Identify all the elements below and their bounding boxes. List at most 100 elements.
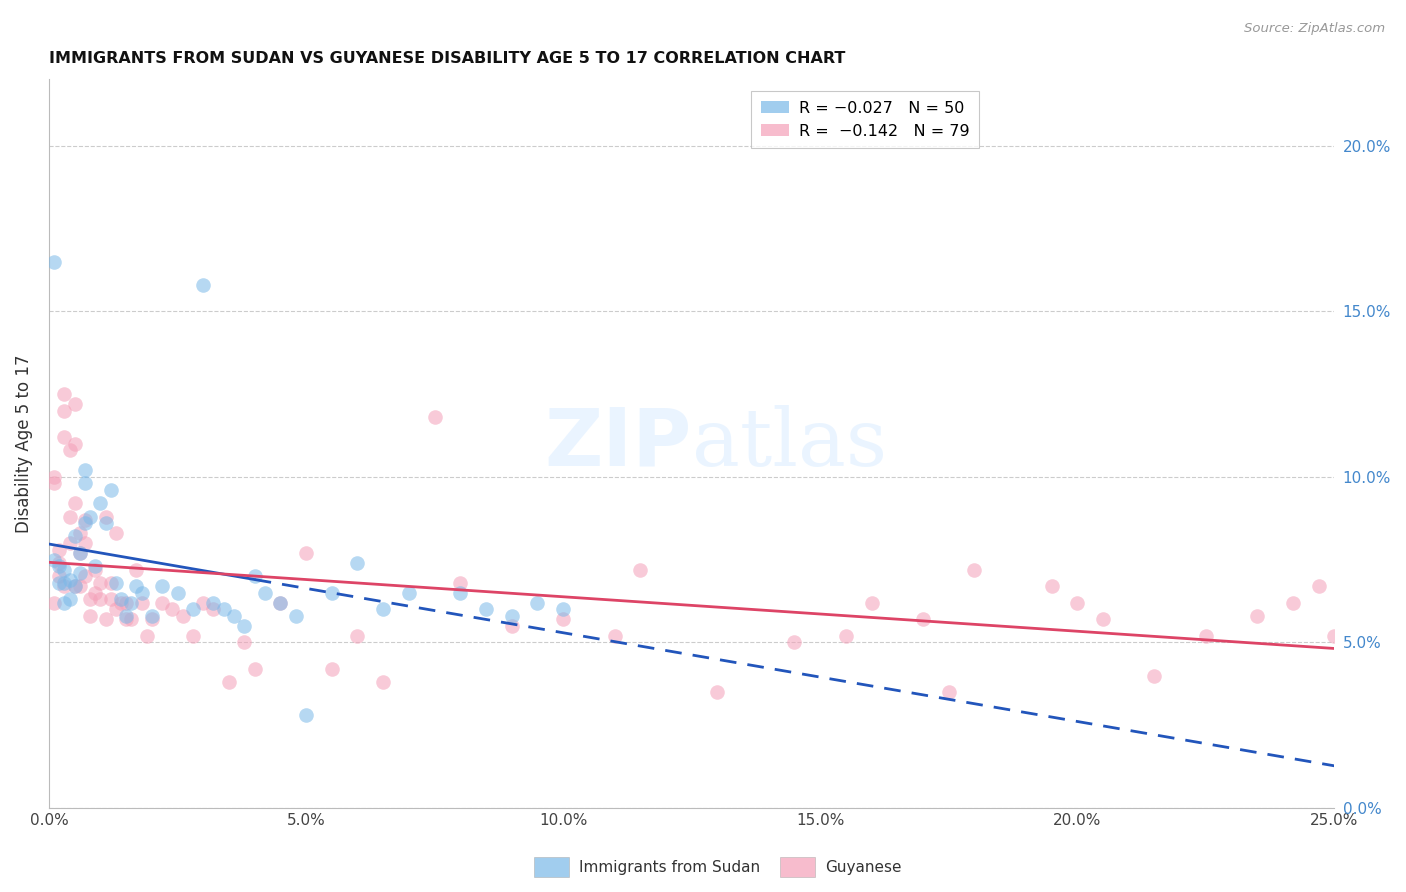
Point: [42, 596, 65, 610]
Point: [475, 602, 498, 616]
Point: [398, 586, 420, 600]
Point: [125, 579, 148, 593]
Legend: R = −0.027   N = 50, R =  −0.142   N = 79: R = −0.027 N = 50, R = −0.142 N = 79: [751, 91, 979, 148]
Text: Immigrants from Sudan: Immigrants from Sudan: [579, 860, 761, 874]
Point: [212, 602, 235, 616]
Point: [551, 612, 574, 626]
Point: [63, 496, 86, 510]
Point: [181, 602, 204, 616]
Point: [551, 602, 574, 616]
Point: [69, 566, 91, 580]
Point: [73, 513, 96, 527]
Point: [48, 556, 70, 570]
Point: [233, 635, 256, 649]
Point: [58, 592, 80, 607]
Point: [84, 563, 107, 577]
Point: [321, 662, 343, 676]
Point: [79, 592, 101, 607]
Point: [73, 536, 96, 550]
Point: [73, 463, 96, 477]
Point: [172, 609, 194, 624]
Point: [150, 596, 173, 610]
Point: [73, 569, 96, 583]
Text: atlas: atlas: [692, 405, 887, 483]
Point: [1066, 596, 1088, 610]
Point: [63, 397, 86, 411]
Point: [162, 602, 184, 616]
Point: [73, 476, 96, 491]
Point: [150, 579, 173, 593]
Point: [120, 612, 142, 626]
Point: [115, 596, 138, 610]
Point: [53, 563, 76, 577]
Point: [79, 509, 101, 524]
Point: [48, 559, 70, 574]
Point: [373, 675, 395, 690]
Point: [373, 602, 395, 616]
Point: [58, 443, 80, 458]
Point: [135, 629, 157, 643]
Point: [63, 436, 86, 450]
Y-axis label: Disability Age 5 to 17: Disability Age 5 to 17: [15, 354, 32, 533]
Point: [69, 546, 91, 560]
Point: [53, 403, 76, 417]
Point: [1323, 629, 1346, 643]
Point: [1091, 612, 1114, 626]
Point: [110, 592, 132, 607]
Point: [53, 575, 76, 590]
Point: [63, 579, 86, 593]
Point: [938, 685, 960, 699]
Point: [243, 662, 266, 676]
Point: [104, 602, 127, 616]
Point: [63, 579, 86, 593]
Point: [53, 579, 76, 593]
Point: [193, 596, 215, 610]
Point: [79, 609, 101, 624]
Point: [69, 546, 91, 560]
Text: Source: ZipAtlas.com: Source: ZipAtlas.com: [1244, 22, 1385, 36]
Point: [253, 586, 276, 600]
Point: [526, 596, 548, 610]
Point: [58, 573, 80, 587]
Point: [89, 575, 111, 590]
Point: [1143, 668, 1166, 682]
Point: [48, 569, 70, 583]
Point: [89, 592, 111, 607]
Point: [48, 575, 70, 590]
Point: [243, 569, 266, 583]
Point: [84, 586, 107, 600]
Point: [911, 612, 934, 626]
Point: [69, 579, 91, 593]
Point: [69, 526, 91, 541]
Point: [115, 609, 138, 624]
Point: [501, 609, 523, 624]
Point: [181, 629, 204, 643]
Text: Guyanese: Guyanese: [825, 860, 901, 874]
Point: [131, 586, 153, 600]
Point: [628, 563, 651, 577]
Point: [100, 592, 122, 607]
Point: [202, 596, 225, 610]
Point: [42, 476, 65, 491]
Point: [104, 575, 127, 590]
Point: [1282, 596, 1305, 610]
Text: IMMIGRANTS FROM SUDAN VS GUYANESE DISABILITY AGE 5 TO 17 CORRELATION CHART: IMMIGRANTS FROM SUDAN VS GUYANESE DISABI…: [49, 51, 845, 66]
Point: [141, 612, 163, 626]
Point: [603, 629, 626, 643]
Point: [284, 609, 307, 624]
Point: [58, 509, 80, 524]
Point: [202, 602, 225, 616]
Point: [295, 708, 318, 723]
Point: [48, 542, 70, 557]
Point: [58, 536, 80, 550]
Point: [42, 552, 65, 566]
Point: [94, 509, 117, 524]
Point: [449, 575, 471, 590]
Point: [94, 612, 117, 626]
Point: [269, 596, 291, 610]
Point: [423, 410, 446, 425]
Point: [42, 254, 65, 268]
Point: [1040, 579, 1063, 593]
Point: [501, 619, 523, 633]
Point: [963, 563, 986, 577]
